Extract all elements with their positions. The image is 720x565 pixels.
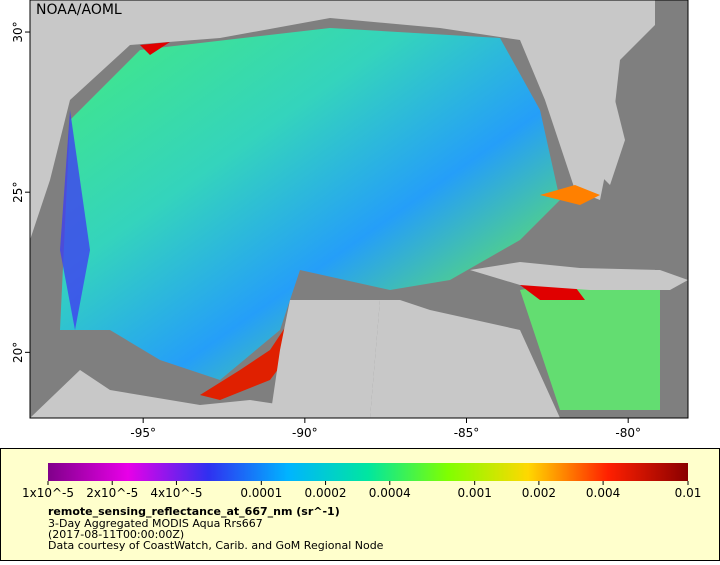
florida: [560, 30, 625, 185]
colorbar-tick-label: 0.0004: [369, 486, 411, 500]
colorbar-tick-label: 2x10^-5: [86, 486, 138, 500]
legend-line: (2017-08-11T00:00:00Z): [48, 528, 184, 541]
colorbar-tick-label: 0.001: [457, 486, 491, 500]
x-tick-label: -90°: [292, 426, 318, 440]
map-area: [30, 0, 688, 418]
map-frame: [29, 0, 689, 419]
coastal-turbid-water: [200, 320, 300, 400]
credit: NOAA/AOML: [36, 2, 122, 18]
legend-line: 3-Day Aggregated MODIS Aqua Rrs667: [48, 517, 263, 530]
legend-title: remote_sensing_reflectance_at_667_nm (sr…: [48, 505, 340, 518]
x-tick-label: -80°: [615, 426, 641, 440]
ocean-mask: [655, 0, 688, 270]
x-tick-label: -85°: [454, 426, 480, 440]
colorbar-tick-label: 0.0001: [240, 486, 282, 500]
y-tick-label: 25°: [11, 182, 25, 203]
colorbar-tick-label: 4x10^-5: [150, 486, 202, 500]
colorbar-tick-label: 0.01: [675, 486, 702, 500]
colorbar: [48, 463, 688, 481]
colorbar-tick-label: 0.0002: [305, 486, 347, 500]
colorbar-tick-label: 0.004: [586, 486, 620, 500]
reflectance-field: [520, 275, 660, 410]
colorbar-tick-label: 1x10^-5: [22, 486, 74, 500]
y-tick-label: 20°: [11, 342, 25, 363]
y-tick-label: 30°: [11, 21, 25, 42]
cuba: [470, 262, 688, 290]
yucatan: [270, 300, 380, 418]
x-tick-label: -95°: [130, 426, 156, 440]
reflectance-field: [60, 28, 560, 380]
reflectance-field: [60, 110, 90, 330]
legend-line: Data courtesy of CoastWatch, Carib. and …: [48, 539, 384, 552]
colorbar-tick-label: 0.002: [522, 486, 556, 500]
coastal-turbid-water: [540, 185, 600, 205]
